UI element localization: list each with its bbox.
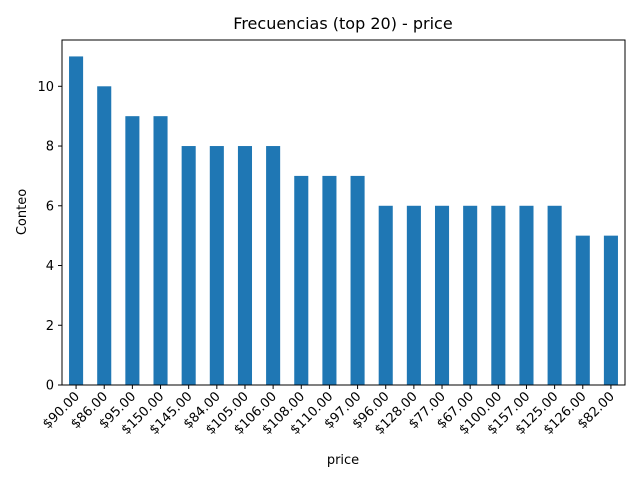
bar-17 <box>547 205 562 385</box>
bar-15 <box>491 205 506 385</box>
bar-16 <box>519 205 534 385</box>
y-tick-label-4: 8 <box>46 140 54 155</box>
chart-title: Frecuencias (top 20) - price <box>233 14 452 33</box>
y-tick-label-0: 0 <box>46 379 54 394</box>
y-tick-label-1: 2 <box>46 319 54 334</box>
bar-8 <box>294 175 309 385</box>
bar-10 <box>350 175 365 385</box>
bar-3 <box>153 116 168 386</box>
bar-14 <box>463 205 478 385</box>
bar-12 <box>406 205 421 385</box>
bar-19 <box>603 235 618 385</box>
bar-9 <box>322 175 337 385</box>
bar-2 <box>125 116 140 386</box>
x-axis-label: price <box>327 453 359 468</box>
y-tick-label-5: 10 <box>37 80 54 95</box>
bar-11 <box>378 205 393 385</box>
bar-4 <box>181 146 196 385</box>
x-axis: $90.00$86.00$95.00$150.00$145.00$84.00$1… <box>40 385 618 438</box>
bars-group <box>69 56 618 386</box>
y-axis-label: Conteo <box>15 189 30 235</box>
bar-18 <box>575 235 590 385</box>
bar-7 <box>266 146 281 385</box>
y-axis: 0 2 4 6 8 10 <box>37 80 62 394</box>
y-tick-label-3: 6 <box>46 199 54 214</box>
bar-13 <box>434 205 450 385</box>
bar-0 <box>69 56 84 386</box>
bar-1 <box>97 86 112 386</box>
y-tick-label-2: 4 <box>46 259 54 274</box>
plot-frame <box>61 39 626 386</box>
bar-5 <box>209 146 224 385</box>
bar-6 <box>237 146 253 385</box>
